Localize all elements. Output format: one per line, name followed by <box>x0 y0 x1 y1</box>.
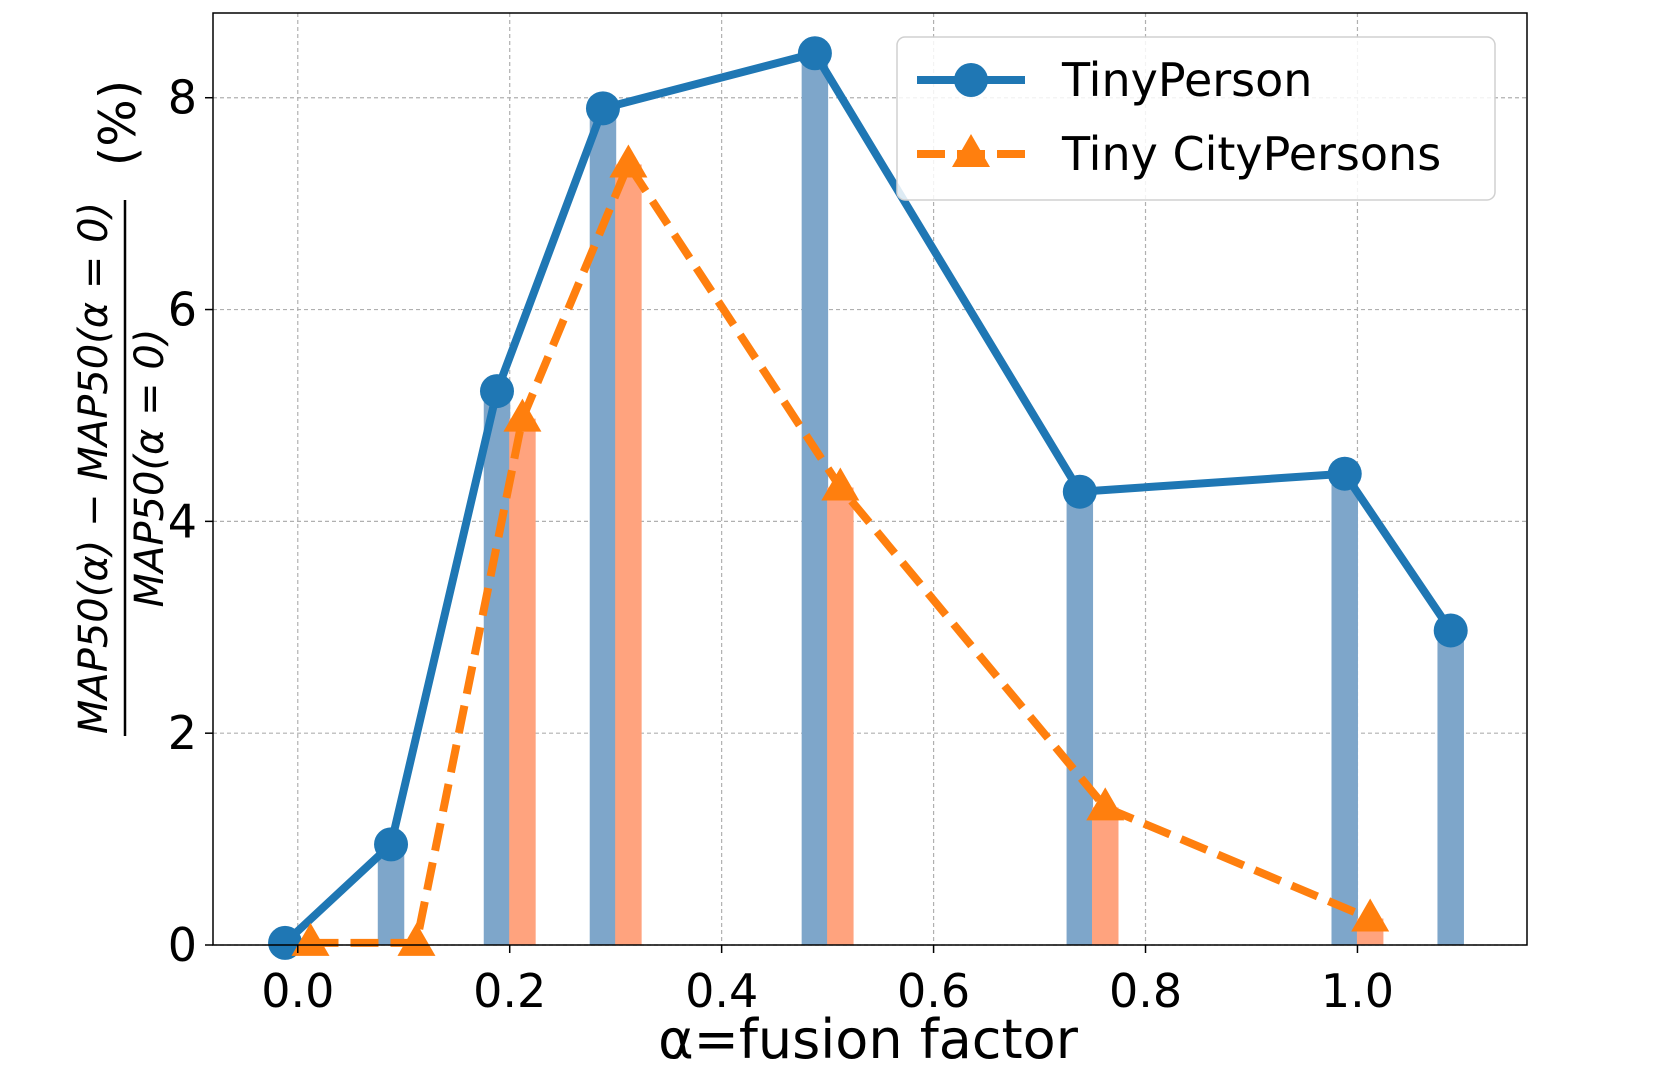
bar-tinyperson <box>1066 491 1094 945</box>
y-axis-label-numerator: MAP50(α) − MAP50(α = 0) <box>71 202 117 734</box>
x-tick-label: 0.0 <box>261 964 334 1018</box>
x-ticks: 0.0 0.2 0.4 0.6 0.8 1.0 <box>261 945 1394 1018</box>
plot-frame <box>212 12 1528 946</box>
point-tiny-citypersons <box>291 922 330 956</box>
legend-marker-tiny-citypersons <box>952 134 990 167</box>
y-axis-label-suffix: (%) <box>89 80 147 167</box>
line-tinyperson <box>282 49 1455 946</box>
point-tiny-citypersons <box>397 922 436 956</box>
bar-tiny-citypersons <box>1092 807 1119 945</box>
point-tinyperson <box>268 925 303 960</box>
point-tinyperson <box>479 374 514 409</box>
legend-label-tinyperson: TinyPerson <box>1061 53 1312 107</box>
legend-entry-tinyperson: TinyPerson <box>917 53 1312 107</box>
y-axis-label-denominator: MAP50(α = 0) <box>127 329 173 608</box>
bar-tiny-citypersons <box>615 164 642 945</box>
x-tick-label: 0.2 <box>473 964 546 1018</box>
point-tinyperson <box>1327 456 1362 491</box>
y-tick-label: 6 <box>168 283 197 337</box>
bar-tinyperson <box>1331 473 1358 945</box>
x-axis-label: α=fusion factor <box>658 1008 1079 1068</box>
point-tiny-citypersons <box>1086 787 1125 821</box>
y-tick-label: 4 <box>168 494 197 548</box>
point-tiny-citypersons <box>1351 898 1390 932</box>
x-tick-label: 0.6 <box>897 964 970 1018</box>
legend-entry-tiny-citypersons: Tiny CityPersons <box>917 127 1441 181</box>
legend-marker-tinyperson <box>954 63 988 97</box>
x-tick-label: 1.0 <box>1321 964 1394 1018</box>
legend-label-tiny-citypersons: Tiny CityPersons <box>1061 127 1441 181</box>
bar-tinyperson <box>1437 630 1464 945</box>
series-lines <box>268 36 1468 960</box>
y-axis-label: MAP50(α) − MAP50(α = 0) MAP50(α = 0) (%) <box>71 80 173 736</box>
y-tick-label: 8 <box>168 71 197 125</box>
bar-tinyperson <box>483 391 511 945</box>
y-ticks: 0 2 4 6 8 <box>168 71 213 972</box>
legend-box <box>896 36 1496 201</box>
point-tinyperson <box>797 36 832 71</box>
point-tinyperson <box>585 91 620 126</box>
point-tiny-citypersons <box>609 144 648 178</box>
legend: TinyPerson Tiny CityPersons <box>896 36 1496 201</box>
y-tick-label: 2 <box>168 706 197 760</box>
x-tick-label: 0.8 <box>1109 964 1182 1018</box>
x-tick-label: 0.4 <box>685 964 758 1018</box>
point-tinyperson <box>1433 613 1468 648</box>
point-tiny-citypersons <box>503 398 542 432</box>
point-tiny-citypersons <box>821 467 860 501</box>
point-tinyperson <box>374 827 409 862</box>
bar-tiny-citypersons <box>827 487 854 945</box>
y-tick-label: 0 <box>168 918 197 972</box>
bar-tiny-citypersons <box>509 418 536 945</box>
point-tinyperson <box>1062 474 1097 509</box>
